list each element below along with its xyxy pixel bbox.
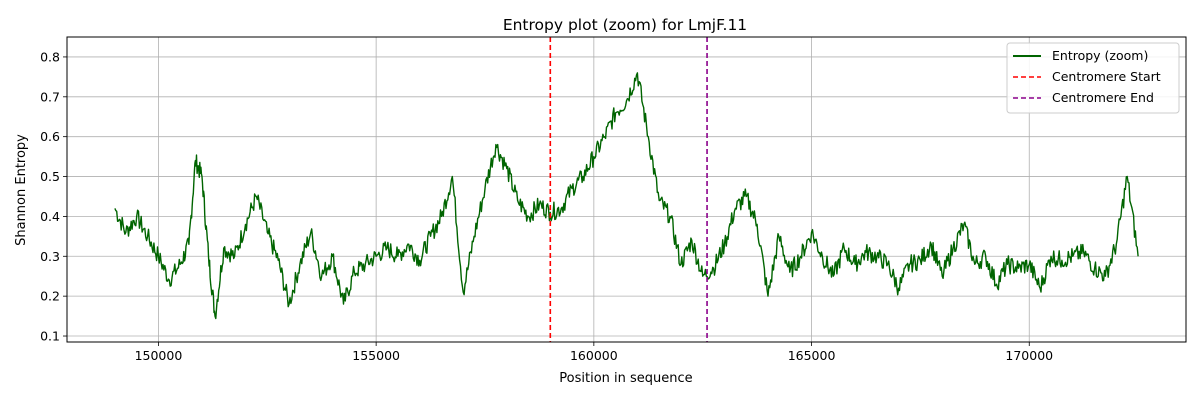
y-tick-label: 0.8 [40, 49, 60, 64]
plot-area [114, 37, 1139, 342]
y-tick-label: 0.4 [40, 209, 60, 224]
legend-label-entropy: Entropy (zoom) [1052, 48, 1148, 63]
x-tick-label: 165000 [788, 348, 836, 363]
x-tick-label: 150000 [135, 348, 183, 363]
chart-title: Entropy plot (zoom) for LmjF.11 [503, 16, 747, 34]
y-tick-label: 0.7 [40, 89, 60, 104]
x-axis-ticks: 150000 155000 160000 165000 170000 [135, 342, 1053, 363]
y-tick-label: 0.1 [40, 329, 60, 344]
y-tick-label: 0.2 [40, 289, 60, 304]
grid-lines [67, 37, 1186, 342]
legend-label-centromere-end: Centromere End [1052, 90, 1154, 105]
y-axis-ticks: 0.1 0.2 0.3 0.4 0.5 0.6 0.7 0.8 [40, 49, 67, 344]
plot-frame [66, 36, 1187, 343]
x-tick-label: 155000 [352, 348, 400, 363]
x-tick-label: 170000 [1005, 348, 1053, 363]
y-tick-label: 0.6 [40, 129, 60, 144]
x-axis-label: Position in sequence [559, 371, 692, 386]
legend-box [1006, 42, 1180, 114]
series-line-entropy [114, 72, 1139, 320]
legend-label-centromere-start: Centromere Start [1052, 69, 1161, 84]
y-axis-label: Shannon Entropy [14, 134, 29, 246]
legend: Entropy (zoom) Centromere Start Centrome… [1006, 42, 1180, 114]
y-tick-label: 0.5 [40, 169, 60, 184]
y-tick-label: 0.3 [40, 249, 60, 264]
x-tick-label: 160000 [570, 348, 618, 363]
